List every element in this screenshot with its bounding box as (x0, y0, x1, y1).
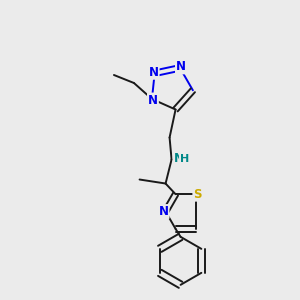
Text: N: N (149, 66, 159, 79)
Text: N: N (176, 60, 186, 74)
Text: N: N (159, 205, 169, 218)
Text: S: S (193, 188, 202, 201)
Text: N: N (174, 152, 184, 165)
Text: N: N (148, 94, 158, 106)
Text: H: H (180, 154, 189, 164)
